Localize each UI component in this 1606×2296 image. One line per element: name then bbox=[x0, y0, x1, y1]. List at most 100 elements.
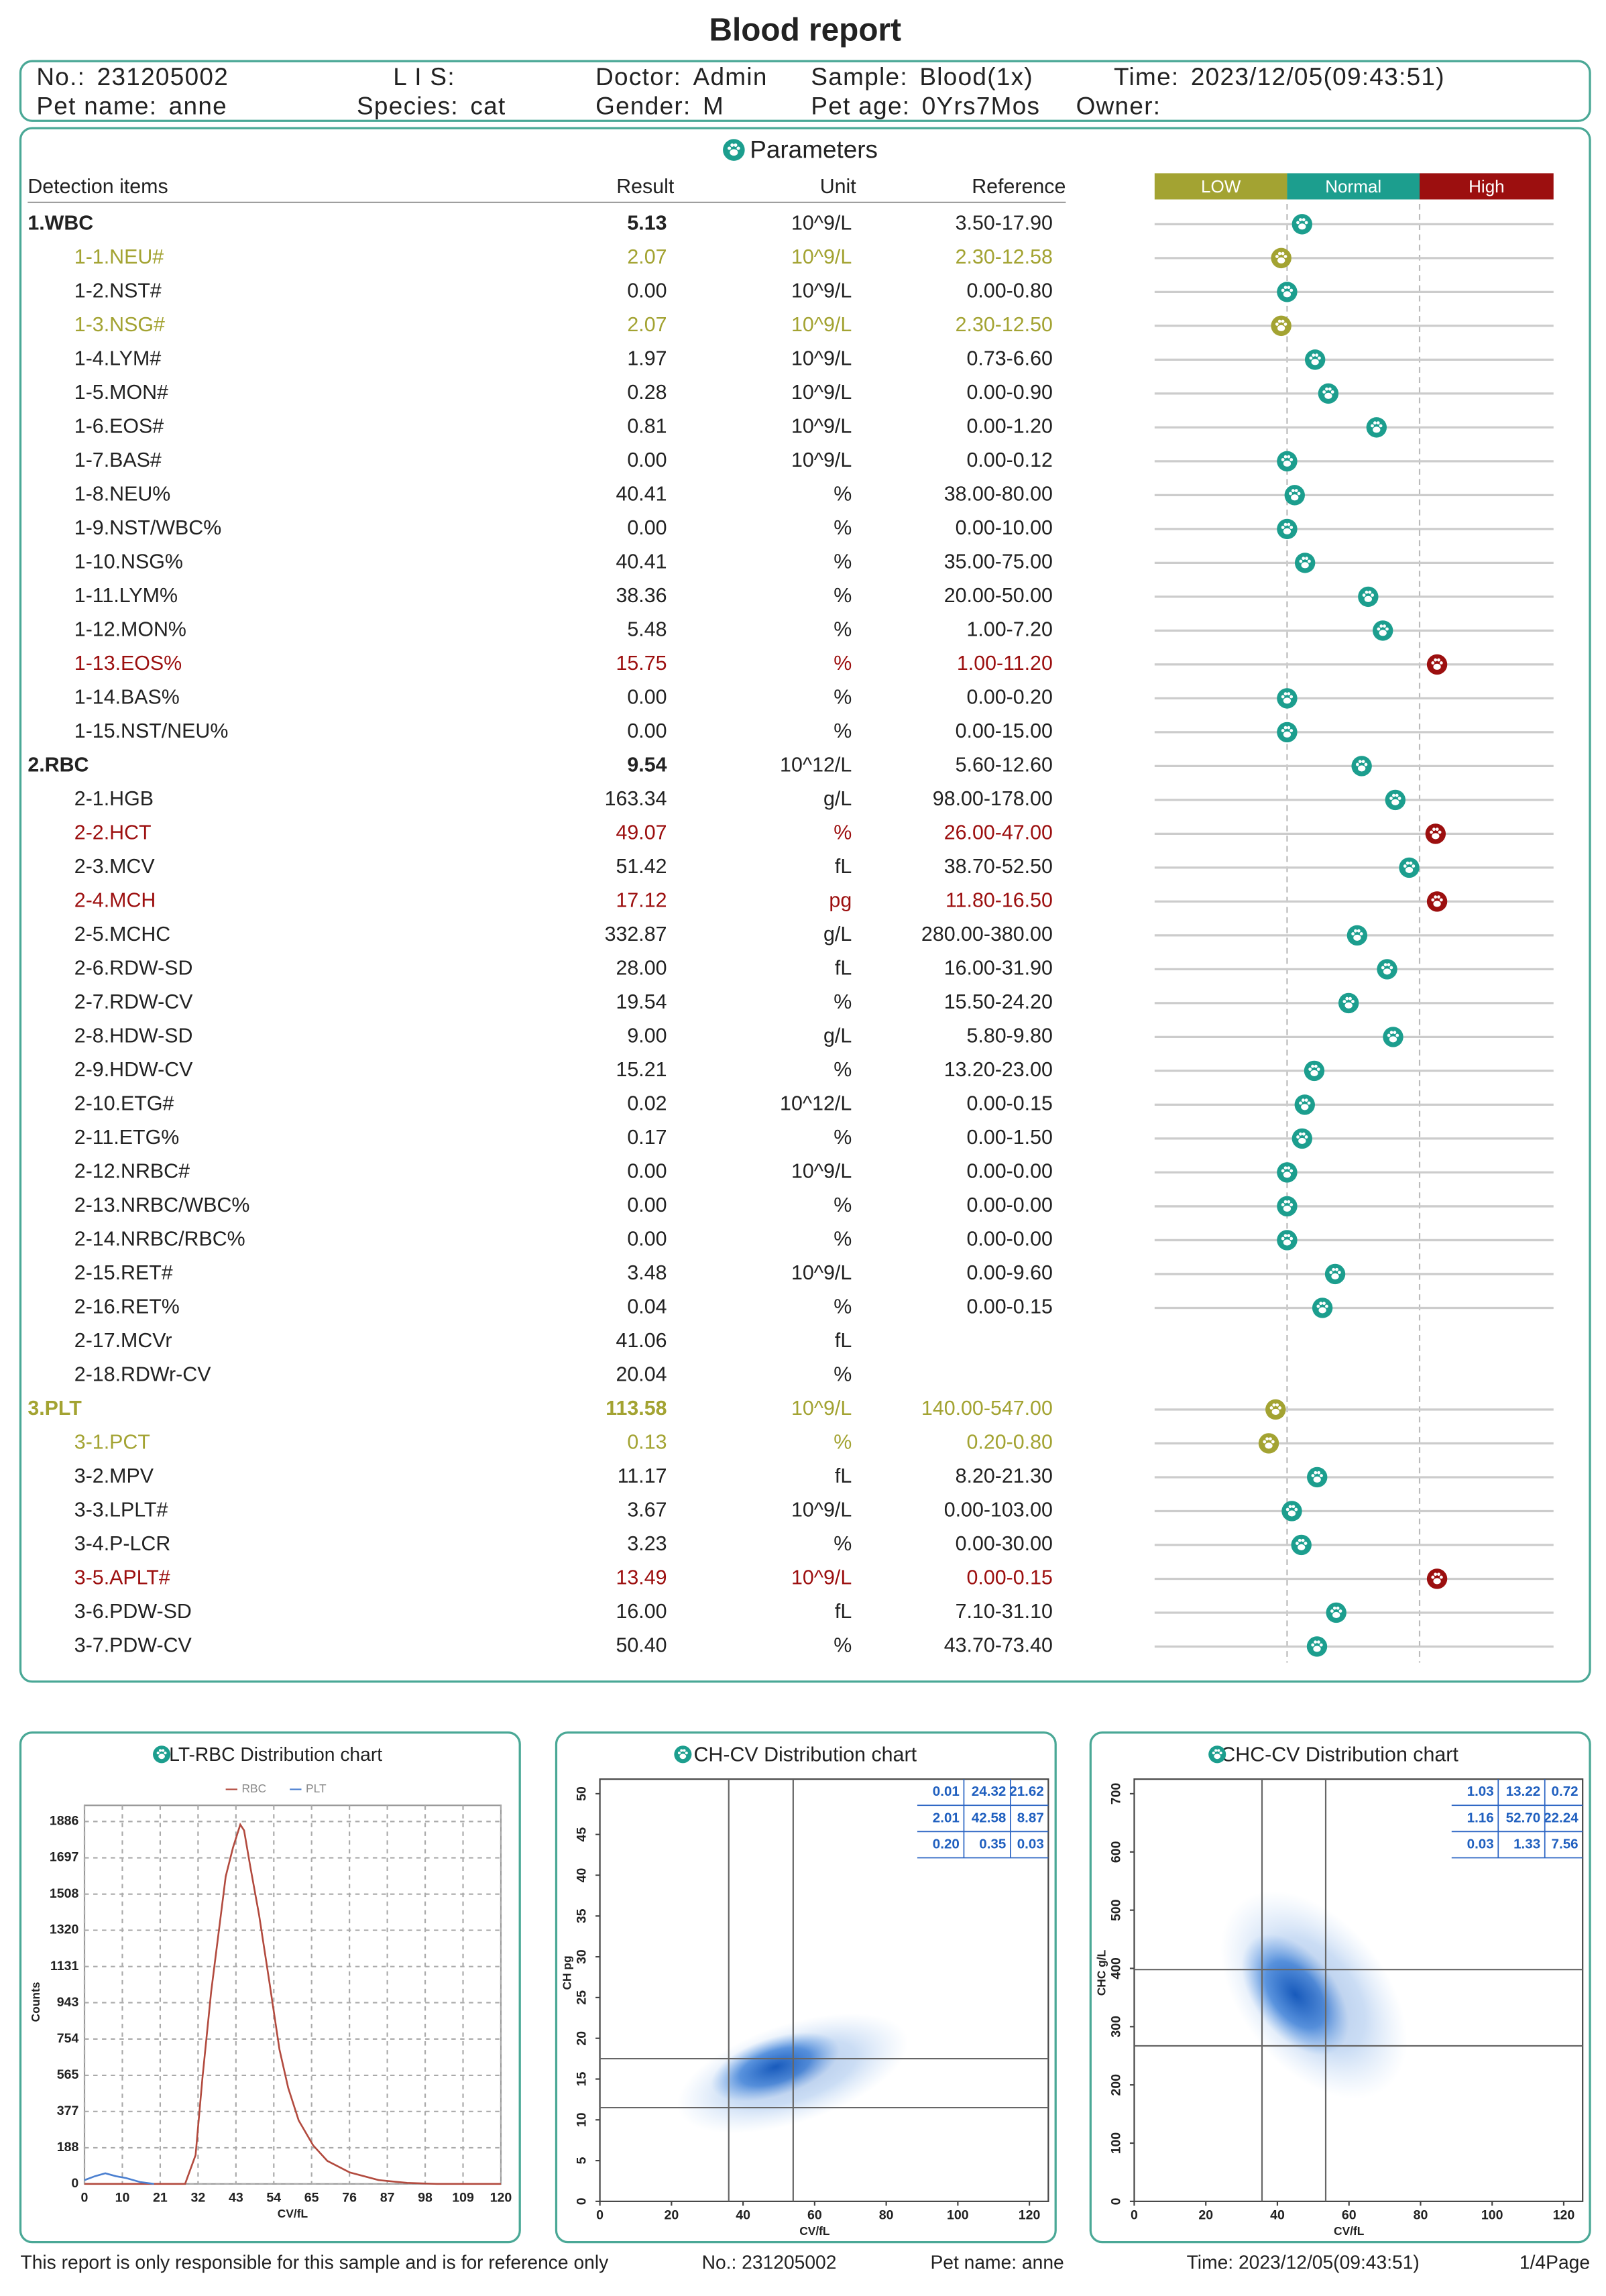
paw-toe bbox=[1338, 1609, 1342, 1613]
paw-toe bbox=[685, 1752, 688, 1755]
item-unit: g/L bbox=[823, 923, 852, 945]
x-tick-label: 60 bbox=[1342, 2208, 1357, 2223]
legend-label: RBC bbox=[241, 1782, 266, 1795]
paw-toe bbox=[1289, 1169, 1294, 1173]
paw-pad bbox=[1277, 325, 1285, 331]
paw-pad bbox=[1379, 630, 1387, 636]
x-tick-label: 120 bbox=[1553, 2208, 1575, 2223]
paw-marker bbox=[1281, 1501, 1302, 1522]
item-unit: % bbox=[834, 1633, 852, 1656]
paw-marker bbox=[1277, 518, 1298, 540]
paw-toe bbox=[1392, 793, 1395, 797]
paw-pad bbox=[1298, 1544, 1306, 1550]
item-name: 1-9.NST/WBC% bbox=[74, 516, 221, 539]
item-name: 1-6.EOS# bbox=[74, 414, 164, 437]
table-cell: 1.03 bbox=[1467, 1784, 1494, 1799]
item-result: 113.58 bbox=[606, 1397, 667, 1420]
paw-toe bbox=[1214, 1749, 1218, 1752]
table-cell: 13.22 bbox=[1506, 1784, 1541, 1799]
item-reference: 0.00-0.00 bbox=[967, 1159, 1053, 1182]
field-value: 231205002 bbox=[97, 63, 229, 91]
item-result: 20.04 bbox=[616, 1363, 667, 1385]
item-unit: 10^9/L bbox=[791, 1261, 852, 1284]
item-unit: % bbox=[834, 1194, 852, 1216]
item-unit: % bbox=[834, 1430, 852, 1453]
paw-toe bbox=[1431, 898, 1435, 902]
legend-label: Normal bbox=[1325, 176, 1381, 196]
table-cell: 22.24 bbox=[1544, 1810, 1579, 1825]
item-name: 3-4.P-LCR bbox=[74, 1532, 170, 1555]
y-tick-label: 0 bbox=[71, 2176, 78, 2191]
chart-title: CHC-CV Distribution chart bbox=[1220, 1743, 1458, 1766]
paw-toe bbox=[1364, 762, 1368, 766]
paw-toe bbox=[1283, 255, 1287, 258]
item-result: 0.81 bbox=[627, 414, 667, 437]
item-reference: 0.00-0.20 bbox=[967, 685, 1053, 708]
item-reference: 0.00-1.50 bbox=[967, 1126, 1053, 1149]
field-label: Pet age: bbox=[811, 92, 910, 119]
paw-toe bbox=[1265, 1437, 1269, 1441]
paw-toe bbox=[1351, 932, 1355, 935]
paw-toe bbox=[1393, 1031, 1397, 1035]
paw-toe bbox=[1287, 1166, 1291, 1170]
field-label: No.: bbox=[36, 63, 85, 91]
footer-text: No.: 231205002 bbox=[702, 2252, 837, 2273]
item-result: 28.00 bbox=[616, 956, 667, 979]
paw-toe bbox=[1317, 1471, 1320, 1475]
item-unit: % bbox=[834, 720, 852, 742]
paw-toe bbox=[1283, 286, 1287, 290]
paw-toe bbox=[1272, 1403, 1276, 1407]
paw-pad bbox=[158, 1754, 165, 1760]
item-result: 3.23 bbox=[627, 1532, 667, 1555]
y-tick-label: 300 bbox=[1109, 2016, 1124, 2038]
paw-toe bbox=[1319, 1302, 1323, 1306]
paw-toe bbox=[1435, 827, 1439, 831]
item-name: 1-10.NSG% bbox=[74, 550, 183, 573]
paw-toe bbox=[1283, 323, 1287, 326]
paw-marker bbox=[1294, 1094, 1315, 1115]
header-box bbox=[19, 60, 1591, 122]
paw-toe bbox=[1332, 1606, 1336, 1610]
paw-toe bbox=[1337, 1271, 1341, 1274]
paw-toe bbox=[1437, 895, 1440, 899]
item-result: 0.00 bbox=[627, 516, 667, 539]
paw-toe bbox=[1397, 797, 1401, 800]
field-value: Blood(1x) bbox=[919, 63, 1033, 91]
x-axis-label: CV/fL bbox=[278, 2207, 308, 2220]
item-reference: 13.20-23.00 bbox=[944, 1058, 1053, 1081]
paw-pad bbox=[1383, 968, 1391, 975]
paw-toe bbox=[1263, 1440, 1267, 1444]
item-reference: 26.00-47.00 bbox=[944, 821, 1053, 844]
paw-pad bbox=[1301, 1104, 1309, 1110]
paw-pad bbox=[1331, 1273, 1339, 1279]
chart-box bbox=[1089, 1731, 1591, 2244]
paw-toe bbox=[1389, 1031, 1393, 1035]
item-unit: % bbox=[834, 821, 852, 844]
item-reference: 43.70-73.40 bbox=[944, 1633, 1053, 1656]
x-tick-label: 100 bbox=[947, 2208, 969, 2223]
item-unit: % bbox=[834, 1227, 852, 1250]
item-result: 0.28 bbox=[627, 381, 667, 404]
field-label: Species: bbox=[357, 92, 459, 119]
item-reference: 11.80-16.50 bbox=[945, 888, 1053, 911]
paw-toe bbox=[1217, 1749, 1220, 1752]
paw-toe bbox=[1311, 1643, 1315, 1647]
paw-toe bbox=[1285, 1507, 1289, 1511]
paw-toe bbox=[1269, 1437, 1272, 1441]
paw-pad bbox=[1364, 595, 1372, 602]
paw-toe bbox=[1304, 1135, 1308, 1139]
paw-marker bbox=[1385, 789, 1406, 811]
paw-toe bbox=[1431, 1575, 1435, 1579]
paw-toe bbox=[1298, 1538, 1302, 1542]
x-tick-label: 65 bbox=[304, 2191, 319, 2205]
legend-label: LOW bbox=[1201, 176, 1241, 196]
item-name: 1-12.MON% bbox=[74, 618, 186, 640]
paw-toe bbox=[1271, 1440, 1275, 1444]
paw-pad bbox=[1283, 1205, 1292, 1212]
paw-pad bbox=[679, 1754, 687, 1760]
paw-toe bbox=[1354, 929, 1357, 933]
paw-pad bbox=[1298, 223, 1306, 230]
x-axis-label: CV/fL bbox=[799, 2224, 830, 2238]
paw-toe bbox=[1359, 932, 1363, 935]
item-reference: 0.00-0.15 bbox=[967, 1295, 1053, 1318]
